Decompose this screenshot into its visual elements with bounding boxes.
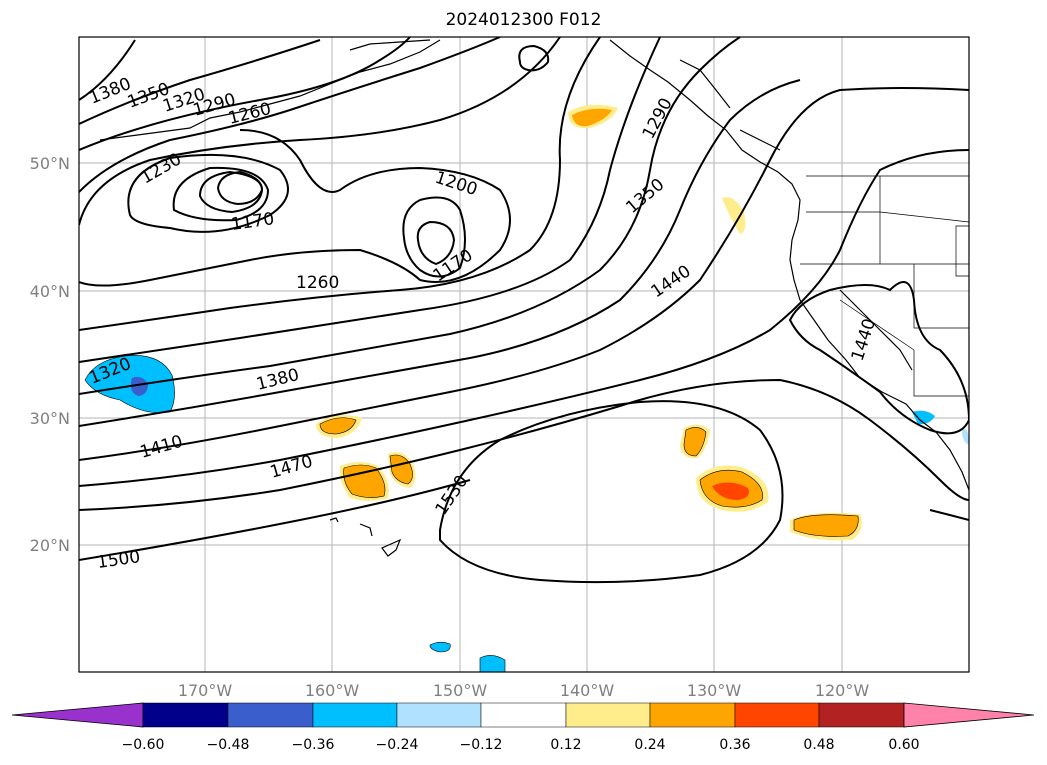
colorbar-ticks: −0.60 −0.48 −0.36 −0.24 −0.12 0.12 0.24 … [122, 737, 920, 753]
colorbar-tick-label: 0.60 [888, 737, 919, 753]
lat-label: 50°N [30, 154, 70, 173]
colorbar-tick-label: −0.60 [122, 737, 165, 753]
colorbar-tick-label: −0.12 [460, 737, 503, 753]
colorbar-tick-label: 0.24 [634, 737, 665, 753]
map-title: 2024012300 F012 [445, 10, 602, 30]
colorbar-segment [734, 702, 820, 728]
colorbar-extend-high [903, 702, 1035, 728]
colorbar: −0.60 −0.48 −0.36 −0.24 −0.12 0.12 0.24 … [11, 702, 1035, 753]
political-borders [800, 175, 969, 397]
colorbar-tick-label: 0.48 [803, 737, 834, 753]
map-border [78, 36, 970, 673]
colorbar-segment [396, 702, 482, 728]
lon-label: 150°W [433, 681, 488, 700]
latitude-labels: 50°N 40°N 30°N 20°N [30, 154, 70, 555]
lon-label: 170°W [178, 681, 233, 700]
colorbar-segment [312, 702, 398, 728]
lon-label: 140°W [560, 681, 615, 700]
contour-label: 1260 [296, 273, 339, 293]
lat-label: 30°N [30, 409, 70, 428]
colorbar-segment [818, 702, 905, 728]
colorbar-segment [565, 702, 651, 728]
colorbar-segment [649, 702, 736, 728]
lon-label: 120°W [815, 681, 870, 700]
longitude-labels: 170°W 160°W 150°W 140°W 130°W 120°W [178, 681, 870, 700]
lat-label: 40°N [30, 282, 70, 301]
map-area [79, 37, 969, 672]
colorbar-extend-low [11, 702, 144, 728]
height-contours [79, 37, 969, 584]
colorbar-tick-label: −0.48 [207, 737, 250, 753]
colorbar-tick-label: 0.12 [550, 737, 581, 753]
colorbar-segment [227, 702, 314, 728]
lon-label: 130°W [687, 681, 742, 700]
colorbar-tick-label: −0.24 [376, 737, 419, 753]
coastlines [99, 39, 969, 557]
colorbar-segment [480, 702, 567, 728]
lat-label: 20°N [30, 536, 70, 555]
colorbar-tick-label: 0.36 [719, 737, 750, 753]
lon-label: 160°W [305, 681, 360, 700]
colorbar-segment [142, 702, 229, 728]
colorbar-tick-label: −0.36 [292, 737, 335, 753]
